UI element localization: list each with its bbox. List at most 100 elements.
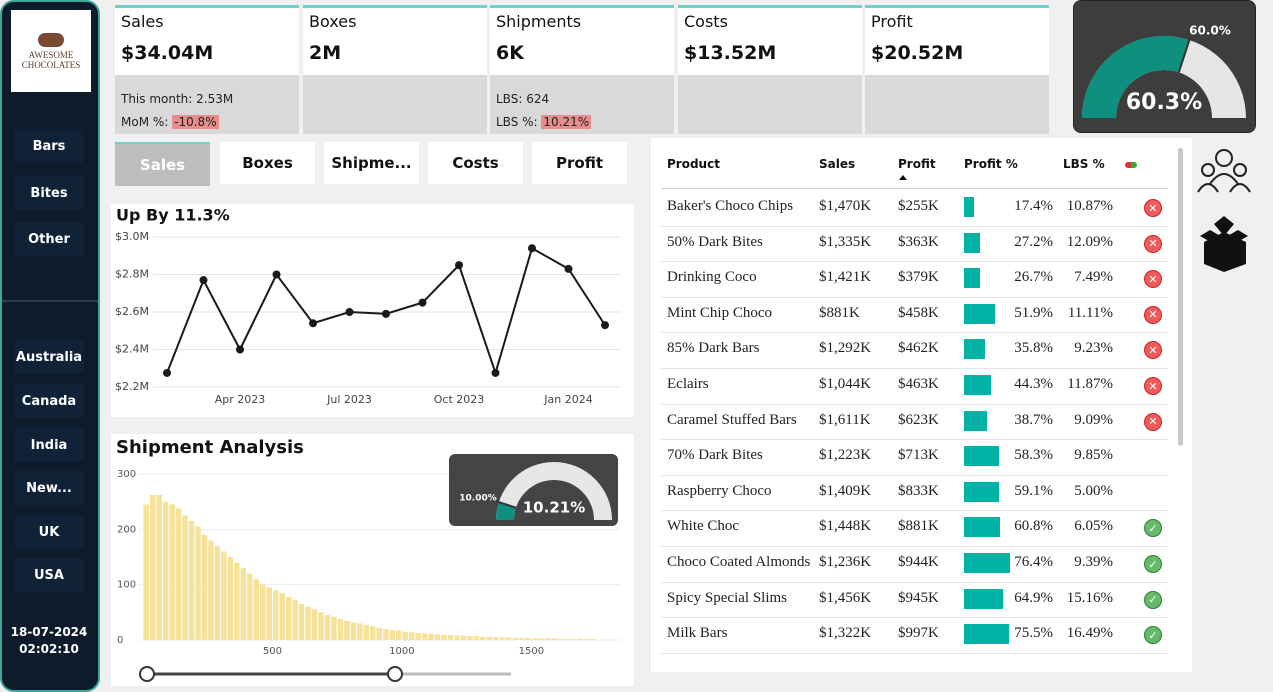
lbs-pct: 16.49% bbox=[1066, 625, 1113, 642]
people-icon[interactable] bbox=[1197, 149, 1251, 193]
x-tick-label: 500 bbox=[263, 646, 282, 657]
filter-button[interactable]: New... bbox=[14, 471, 84, 505]
bar bbox=[337, 618, 344, 640]
range-slider[interactable] bbox=[111, 660, 634, 686]
gauge-target-label: 10.00% bbox=[459, 494, 497, 504]
bar bbox=[434, 634, 441, 640]
lbs-pct: 15.16% bbox=[1066, 589, 1113, 606]
product: White Choc bbox=[667, 518, 740, 535]
bar bbox=[531, 638, 538, 640]
sales: $1,236K bbox=[819, 554, 872, 570]
kpi-value: 2M bbox=[309, 42, 342, 64]
profit-bar bbox=[964, 197, 975, 217]
histogram: Shipment Analysis 0 100 200 300 500 1000 1500 bbox=[116, 437, 621, 657]
status-icon: ✕ bbox=[1144, 341, 1162, 360]
row-rule bbox=[661, 474, 1168, 476]
filter-button[interactable]: USA bbox=[14, 558, 84, 592]
note-label: This month: bbox=[121, 92, 193, 106]
bar bbox=[460, 635, 467, 640]
filter-button[interactable]: Canada bbox=[14, 384, 84, 418]
bar bbox=[454, 635, 460, 640]
bar bbox=[298, 604, 305, 640]
point bbox=[163, 368, 171, 377]
slider-handle[interactable] bbox=[139, 666, 155, 682]
side-icons[interactable] bbox=[1196, 144, 1254, 274]
row-rule bbox=[661, 403, 1168, 405]
note-value: -10.8% bbox=[172, 115, 219, 129]
tab[interactable]: Shipme... bbox=[324, 142, 419, 184]
profit-pct: 35.8% bbox=[1014, 340, 1053, 357]
sales: $1,470K bbox=[819, 198, 872, 214]
profit-bar bbox=[964, 268, 981, 289]
filter-button[interactable]: Australia bbox=[14, 340, 84, 374]
gauge: 60.3% 60.0% bbox=[1082, 24, 1246, 118]
logo-beans bbox=[38, 32, 64, 47]
profit-bar bbox=[964, 624, 1010, 645]
product: Spicy Special Slims bbox=[667, 589, 787, 606]
bar bbox=[143, 504, 149, 640]
chart-title: Up By 11.3% bbox=[116, 206, 230, 225]
filter-button[interactable]: Bites bbox=[14, 176, 84, 210]
bar bbox=[538, 638, 544, 640]
filter-button[interactable]: UK bbox=[14, 515, 84, 549]
bar bbox=[285, 596, 292, 640]
kpi-low bbox=[678, 75, 862, 134]
kpi-low bbox=[865, 75, 1049, 134]
filter-button[interactable]: Bars bbox=[14, 129, 84, 163]
bar bbox=[363, 625, 370, 640]
sales: $881K bbox=[819, 304, 860, 321]
y-tick-label: 100 bbox=[117, 580, 136, 591]
bar bbox=[408, 632, 415, 640]
bar bbox=[169, 504, 175, 640]
profit-bar bbox=[964, 481, 1000, 502]
profit-bar bbox=[964, 232, 981, 253]
slider-handle[interactable] bbox=[387, 666, 403, 682]
y-tick-label: $2.6M bbox=[115, 305, 149, 318]
y-tick-label: 0 bbox=[117, 635, 123, 646]
point bbox=[491, 368, 500, 377]
row-rule bbox=[661, 581, 1168, 583]
profit: $623K bbox=[898, 411, 939, 428]
bar bbox=[499, 637, 505, 640]
kpi-card: Shipments 6K LBS: 624 LBS %: 10.21% bbox=[490, 5, 674, 134]
bar bbox=[402, 631, 408, 640]
column-header[interactable]: Sales bbox=[819, 157, 856, 171]
column-header[interactable]: LBS % bbox=[1063, 157, 1105, 171]
point bbox=[345, 308, 354, 316]
profit-pct: 58.3% bbox=[1014, 447, 1053, 464]
x-tick-label: Jan 2024 bbox=[543, 393, 592, 406]
profit-bar bbox=[964, 303, 996, 324]
bar bbox=[415, 632, 421, 640]
gauge-label: 60.3% bbox=[1126, 90, 1202, 115]
scrollbar[interactable] bbox=[1178, 148, 1183, 446]
product: Caramel Stuffed Bars bbox=[667, 411, 797, 428]
profit-pct: 64.9% bbox=[1014, 589, 1053, 606]
product: Milk Bars bbox=[667, 625, 728, 642]
tab[interactable]: Costs bbox=[428, 142, 523, 184]
tab[interactable]: Boxes bbox=[220, 142, 315, 184]
bar bbox=[370, 626, 376, 640]
lbs-pct: 9.23% bbox=[1074, 340, 1113, 357]
column-header[interactable]: Profit % bbox=[964, 157, 1018, 171]
row-rule bbox=[661, 617, 1168, 619]
bar bbox=[175, 508, 182, 640]
bar bbox=[266, 587, 272, 640]
sales: $1,448K bbox=[819, 518, 872, 535]
column-header[interactable]: Profit bbox=[898, 157, 936, 171]
point bbox=[309, 319, 317, 328]
column-header[interactable]: Product bbox=[667, 157, 720, 171]
filter-button[interactable]: India bbox=[14, 428, 84, 462]
bar bbox=[428, 633, 434, 640]
status-icon: ✓ bbox=[1144, 555, 1162, 573]
box-icon[interactable] bbox=[1200, 216, 1248, 272]
filter-button[interactable]: Other bbox=[14, 222, 84, 256]
tab[interactable]: Sales bbox=[115, 142, 210, 186]
profit-bar bbox=[964, 517, 1001, 538]
sales: $1,421K bbox=[819, 269, 872, 286]
bar bbox=[227, 557, 234, 640]
x-tick-label: 1500 bbox=[519, 646, 544, 657]
status-icon: ✓ bbox=[1144, 519, 1162, 538]
profit-bar bbox=[964, 446, 999, 467]
tab[interactable]: Profit bbox=[532, 142, 627, 184]
profit: $881K bbox=[898, 518, 939, 535]
